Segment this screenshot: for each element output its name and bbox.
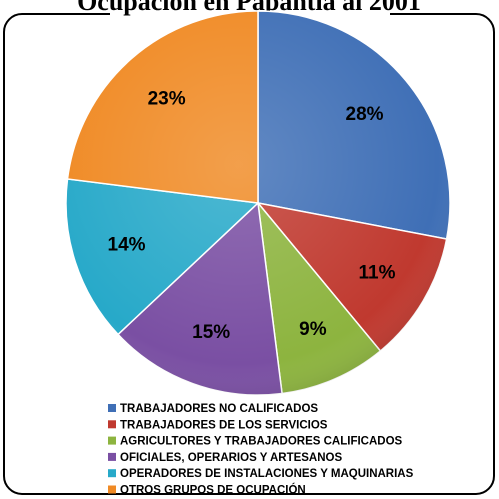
legend-label: OPERADORES DE INSTALACIONES Y MAQUINARIA…	[120, 468, 414, 480]
data-label: 23%	[148, 88, 186, 109]
pie: 28% 11% 9% 15% 14% 23%	[65, 10, 451, 396]
data-label: 15%	[192, 322, 230, 343]
data-label: 11%	[358, 262, 395, 283]
legend-label: TRABAJADORES DE LOS SERVICIOS	[120, 419, 328, 431]
data-label: 28%	[346, 104, 384, 125]
legend: TRABAJADORES NO CALIFICADOS TRABAJADORES …	[108, 403, 414, 497]
legend-swatch	[108, 452, 116, 461]
legend-swatch	[108, 436, 116, 445]
data-label: 14%	[108, 235, 146, 256]
data-label: 9%	[299, 319, 327, 340]
legend-label: OFICIALES, OPERARIOS Y ARTESANOS	[120, 452, 342, 464]
pie-slice	[257, 10, 451, 240]
legend-swatch	[108, 420, 116, 429]
legend-swatch	[108, 485, 116, 494]
legend-label: AGRICULTORES Y TRABAJADORES CALIFICADOS	[120, 436, 403, 448]
legend-swatch	[108, 404, 116, 412]
legend-label: OTROS GRUPOS DE OCUPACIÓN	[120, 484, 306, 497]
legend-label: TRABAJADORES NO CALIFICADOS	[120, 403, 318, 415]
legend-swatch	[108, 469, 116, 478]
